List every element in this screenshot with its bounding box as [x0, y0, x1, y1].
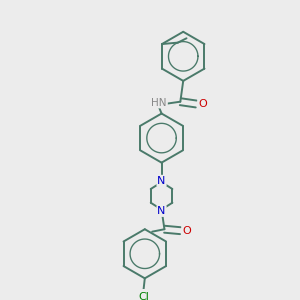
Text: HN: HN [152, 98, 167, 108]
Text: N: N [158, 206, 166, 216]
Text: Cl: Cl [138, 292, 149, 300]
Text: O: O [198, 99, 207, 109]
Text: N: N [158, 176, 166, 186]
Text: O: O [182, 226, 191, 236]
